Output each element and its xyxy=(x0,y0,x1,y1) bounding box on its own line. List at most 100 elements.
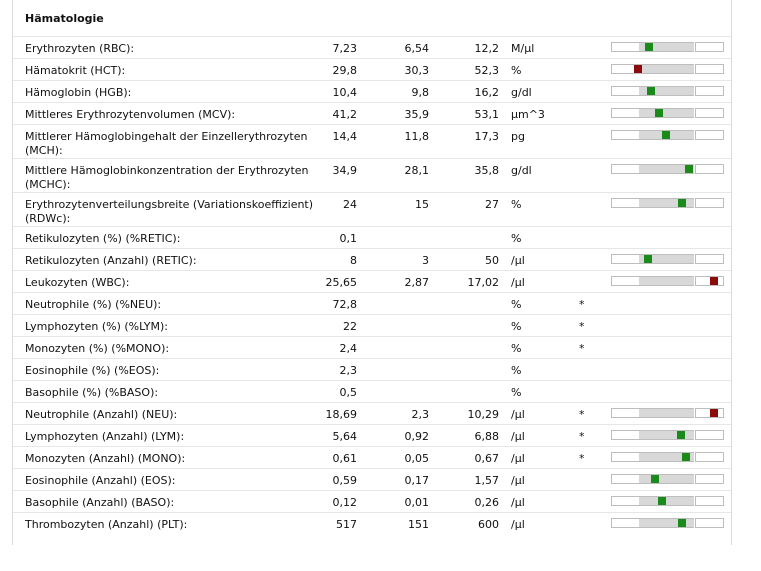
result-flag: * xyxy=(579,342,585,355)
parameter-name: Hämatokrit (HCT): xyxy=(25,64,126,77)
hematology-panel: Hämatologie Erythrozyten (RBC): 7,23 6,54 1… xyxy=(12,0,732,545)
gauge-out-of-range xyxy=(695,42,724,52)
gauge-normal-range xyxy=(639,408,694,418)
gauge-normal-range xyxy=(639,198,694,208)
result-unit: % xyxy=(511,342,522,355)
gauge-normal-range xyxy=(639,86,694,96)
gauge-marker xyxy=(647,87,655,95)
gauge-out-of-range xyxy=(695,254,724,264)
gauge-normal-range xyxy=(639,64,694,74)
table-row: Hämoglobin (HGB): 10,4 9,8 16,2 g/dl xyxy=(13,80,731,103)
section-title: Hämatologie xyxy=(25,12,104,25)
gauge-out-of-range xyxy=(695,164,724,174)
gauge-out-of-range xyxy=(695,64,724,74)
gauge-normal-range xyxy=(639,164,694,174)
gauge-normal-range xyxy=(639,452,694,462)
parameter-name: Monozyten (Anzahl) (MONO): xyxy=(25,452,186,465)
reference-low: 35,9 xyxy=(404,108,430,121)
gauge-out-of-range xyxy=(611,474,640,484)
gauge-out-of-range xyxy=(611,86,640,96)
table-row: Lymphozyten (%) (%LYM): 22% * xyxy=(13,314,731,337)
gauge-out-of-range xyxy=(695,474,724,484)
reference-low: 0,01 xyxy=(404,496,430,509)
result-unit: /µl xyxy=(511,496,525,509)
table-row: Mittlere Hämoglobinkonzentration der Ery… xyxy=(13,158,731,193)
gauge-normal-range xyxy=(639,276,694,286)
reference-low: 9,8 xyxy=(411,86,430,99)
gauge-out-of-range xyxy=(695,518,724,528)
parameter-name: Hämoglobin (HGB): xyxy=(25,86,132,99)
reference-high: 600 xyxy=(478,518,499,531)
reference-high: 16,2 xyxy=(474,86,500,99)
result-value: 517 xyxy=(336,518,357,531)
gauge-normal-range xyxy=(639,254,694,264)
reference-high: 1,57 xyxy=(474,474,500,487)
gauge-marker xyxy=(645,43,653,51)
reference-low: 6,54 xyxy=(404,42,430,55)
gauge-marker xyxy=(662,131,670,139)
result-value: 72,8 xyxy=(332,298,358,311)
gauge-out-of-range xyxy=(611,496,640,506)
result-value: 22 xyxy=(343,320,357,333)
gauge-marker xyxy=(658,497,666,505)
reference-high: 0,26 xyxy=(474,496,500,509)
result-value: 10,4 xyxy=(332,86,358,99)
result-unit: % xyxy=(511,232,522,245)
table-row: Eosinophile (Anzahl) (EOS): 0,59 0,17 1,57 /… xyxy=(13,468,731,491)
table-row: Neutrophile (Anzahl) (NEU): 18,69 2,3 10,29… xyxy=(13,402,731,425)
result-flag: * xyxy=(579,320,585,333)
gauge-marker xyxy=(710,409,718,417)
parameter-name: Lymphozyten (Anzahl) (LYM): xyxy=(25,430,185,443)
gauge-out-of-range xyxy=(695,408,724,418)
gauge-normal-range xyxy=(639,430,694,440)
parameter-name: Retikulozyten (%) (%RETIC): xyxy=(25,232,181,245)
reference-low: 0,17 xyxy=(404,474,430,487)
result-value: 8 xyxy=(350,254,357,267)
gauge-marker xyxy=(678,519,686,527)
reference-range-gauge xyxy=(611,198,724,208)
result-unit: pg xyxy=(511,130,525,143)
reference-high: 6,88 xyxy=(474,430,500,443)
table-row: Retikulozyten (%) (%RETIC): 0,1% xyxy=(13,226,731,249)
result-value: 18,69 xyxy=(325,408,358,421)
result-value: 41,2 xyxy=(332,108,358,121)
gauge-out-of-range xyxy=(611,42,640,52)
table-row: Erythrozytenverteilungsbreite (Variation… xyxy=(13,192,731,227)
gauge-marker xyxy=(651,475,659,483)
parameter-name: Mittlere Hämoglobinkonzentration der Ery… xyxy=(25,164,309,191)
result-unit: % xyxy=(511,298,522,311)
gauge-normal-range xyxy=(639,474,694,484)
result-unit: % xyxy=(511,386,522,399)
gauge-out-of-range xyxy=(695,198,724,208)
reference-range-gauge xyxy=(611,276,724,286)
gauge-out-of-range xyxy=(695,130,724,140)
gauge-out-of-range xyxy=(611,430,640,440)
parameter-name: Basophile (Anzahl) (BASO): xyxy=(25,496,175,509)
result-unit: % xyxy=(511,364,522,377)
gauge-out-of-range xyxy=(695,108,724,118)
gauge-out-of-range xyxy=(695,86,724,96)
reference-range-gauge xyxy=(611,42,724,52)
result-flag: * xyxy=(579,298,585,311)
table-row: Monozyten (Anzahl) (MONO): 0,61 0,05 0,67/µ… xyxy=(13,446,731,469)
table-row: Basophile (%) (%BASO): 0,5% xyxy=(13,380,731,403)
gauge-marker xyxy=(710,277,718,285)
result-unit: /µl xyxy=(511,474,525,487)
reference-low: 11,8 xyxy=(404,130,430,143)
parameter-name: Eosinophile (%) (%EOS): xyxy=(25,364,160,377)
parameter-name: Neutrophile (Anzahl) (NEU): xyxy=(25,408,178,421)
result-value: 0,5 xyxy=(339,386,358,399)
table-row: Basophile (Anzahl) (BASO): 0,12 0,01 0,26/µ… xyxy=(13,490,731,513)
gauge-marker xyxy=(655,109,663,117)
result-unit: µm^3 xyxy=(511,108,545,121)
gauge-marker xyxy=(682,453,690,461)
gauge-out-of-range xyxy=(611,164,640,174)
gauge-out-of-range xyxy=(611,452,640,462)
result-unit: /µl xyxy=(511,276,525,289)
result-unit: /µl xyxy=(511,254,525,267)
gauge-out-of-range xyxy=(611,130,640,140)
result-value: 14,4 xyxy=(332,130,358,143)
gauge-out-of-range xyxy=(695,496,724,506)
reference-high: 35,8 xyxy=(474,164,500,177)
table-row: Mittleres Erythrozytenvolumen (MCV): 41,2… xyxy=(13,102,731,125)
